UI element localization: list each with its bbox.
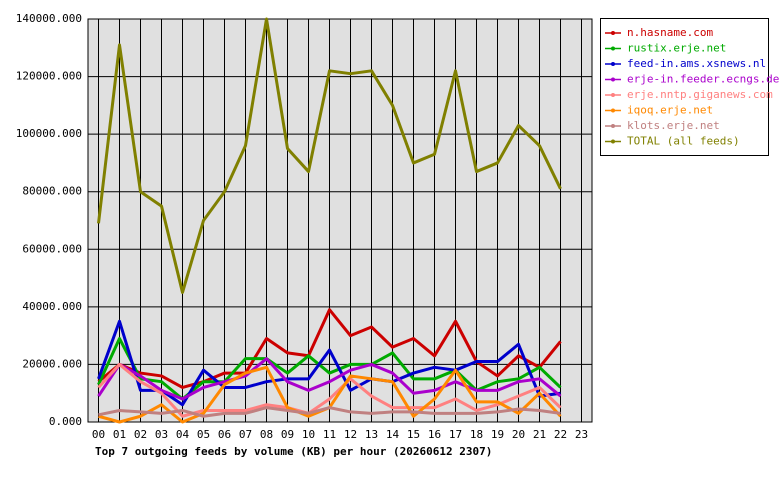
y-tick-label: 80000.000	[22, 185, 82, 198]
legend-label: feed-in.ams.xsnews.nl	[627, 57, 766, 70]
x-tick-label: 15	[407, 428, 420, 441]
series-line	[98, 406, 561, 418]
legend-dot	[611, 77, 615, 82]
x-tick-label: 11	[323, 428, 336, 441]
legend-dot	[611, 46, 615, 51]
y-tick-label: 0.000	[49, 415, 82, 428]
x-tick-label: 10	[302, 428, 315, 441]
x-tick-label: 00	[92, 428, 105, 441]
legend-dot	[611, 31, 615, 35]
x-tick-label: 14	[386, 428, 400, 441]
legend-dot	[611, 108, 615, 113]
legend-dot	[611, 124, 615, 128]
x-tick-label: 18	[470, 428, 483, 441]
y-tick-label: 140000.000	[16, 12, 82, 25]
series-line	[97, 319, 561, 407]
x-tick-label: 13	[365, 428, 378, 441]
legend-dot	[611, 93, 615, 97]
chart-title: Top 7 outgoing feeds by volume (KB) per …	[95, 445, 492, 458]
legend-label: rustix.erje.net	[627, 42, 726, 55]
series-line	[97, 357, 562, 401]
x-tick-label: 08	[260, 428, 273, 441]
legend-label: n.hasname.com	[627, 26, 713, 39]
legend-label: iqoq.erje.net	[627, 104, 713, 117]
x-tick-label: 09	[281, 428, 294, 441]
legend-dot	[611, 62, 615, 66]
series-line	[97, 308, 562, 389]
legend-box	[600, 18, 769, 156]
x-tick-label: 22	[554, 428, 567, 441]
x-tick-label: 01	[113, 428, 126, 441]
plot-border	[87, 18, 593, 423]
x-tick-label: 05	[197, 428, 210, 441]
y-tick-label: 40000.000	[22, 300, 82, 313]
x-tick-label: 20	[512, 428, 525, 441]
x-tick-label: 23	[575, 428, 588, 441]
y-tick-label: 100000.000	[16, 127, 82, 140]
x-tick-label: 21	[533, 428, 546, 441]
legend-label: erje.nntp.giganews.com	[627, 88, 773, 101]
series-line	[97, 17, 562, 294]
x-tick-label: 12	[344, 428, 357, 441]
y-tick-label: 120000.000	[16, 70, 82, 83]
x-tick-label: 04	[176, 428, 190, 441]
y-tick-label: 60000.000	[22, 242, 82, 255]
legend-label: klots.erje.net	[627, 119, 720, 132]
x-tick-label: 17	[449, 428, 462, 441]
legend-dot	[611, 139, 615, 144]
series-line	[97, 362, 562, 418]
x-tick-label: 02	[134, 428, 147, 441]
x-tick-label: 16	[428, 428, 441, 441]
x-tick-label: 19	[491, 428, 504, 441]
x-tick-label: 06	[218, 428, 231, 441]
x-tick-label: 03	[155, 428, 168, 441]
y-tick-label: 20000.000	[22, 357, 82, 370]
x-tick-label: 07	[239, 428, 252, 441]
series-line	[97, 337, 562, 401]
legend-label: TOTAL (all feeds)	[627, 135, 740, 148]
legend-label: erje-in.feeder.ecngs.de	[627, 73, 779, 86]
